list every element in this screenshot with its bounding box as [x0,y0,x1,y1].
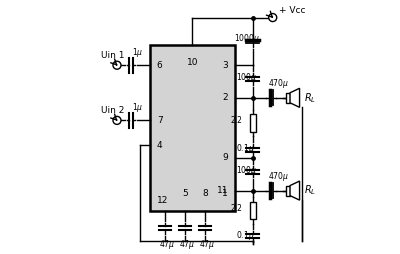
Circle shape [269,13,277,22]
Text: 3: 3 [222,61,228,70]
Text: 8: 8 [202,189,208,198]
Text: 5: 5 [182,189,188,198]
Text: 6: 6 [157,61,163,70]
Bar [250,114,256,132]
Text: $47\mu$: $47\mu$ [179,238,195,251]
Text: 1: 1 [222,189,228,198]
Text: 11: 11 [216,186,228,195]
Polygon shape [290,181,300,200]
Text: $100\mu$: $100\mu$ [236,71,258,84]
Bar [286,93,290,103]
Text: Uin 2: Uin 2 [101,106,124,115]
Text: $100\mu$: $100\mu$ [236,164,258,177]
Circle shape [113,116,121,124]
Polygon shape [290,88,300,107]
Text: 9: 9 [222,153,228,163]
Text: 4: 4 [157,141,162,150]
Text: $0.1\mu$: $0.1\mu$ [236,142,255,155]
Text: 12: 12 [157,196,168,205]
Text: 10: 10 [187,58,198,67]
Text: 7: 7 [157,116,163,125]
Text: $R_L$: $R_L$ [304,184,316,198]
Bar [150,45,235,211]
Text: Uin 1: Uin 1 [101,51,124,60]
Text: $0.1\mu$: $0.1\mu$ [236,229,255,242]
Text: $1000\mu$: $1000\mu$ [234,32,260,45]
Bar [250,202,256,219]
Text: $470\mu$: $470\mu$ [268,77,289,90]
Text: $1\mu$: $1\mu$ [132,101,144,114]
Text: $470\mu$: $470\mu$ [268,170,289,183]
Text: 2: 2 [222,93,228,102]
Text: $1\mu$: $1\mu$ [132,46,144,59]
Text: + Vcc: + Vcc [279,6,306,15]
Text: 2.2: 2.2 [231,204,243,213]
Bar [286,186,290,196]
Text: $R_L$: $R_L$ [304,91,316,105]
Text: $47\mu$: $47\mu$ [159,238,175,251]
Text: 2.2: 2.2 [231,116,243,125]
Text: $47\mu$: $47\mu$ [199,238,215,251]
Circle shape [113,61,121,69]
